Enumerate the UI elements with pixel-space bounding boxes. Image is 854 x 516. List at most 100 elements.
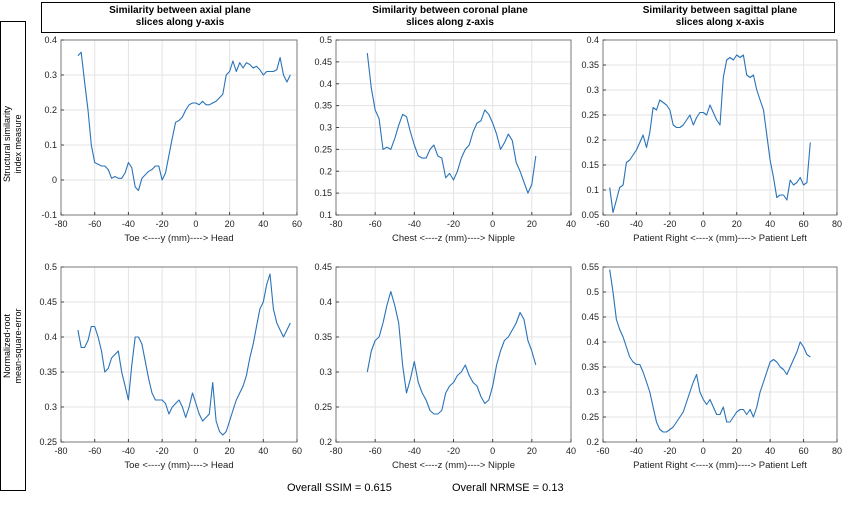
y-tick-label: 0.5 — [44, 262, 57, 272]
x-tick-label: -20 — [663, 219, 676, 229]
subplot-5: -80 -60 -40 -20 0 20 40 0.2 0.25 0.3 0.35 0.4 0.45 Ch… — [314, 262, 576, 471]
y-tick-label: 0.25 — [314, 402, 332, 412]
y-tick-label: 0.4 — [586, 337, 599, 347]
y-tick-label: 0.4 — [319, 297, 332, 307]
subplot-6: -60 -40 -20 0 20 40 60 80 0.2 0.25 0.3 0.35 0.4 0.45 0… — [581, 262, 842, 471]
x-tick-label: 0 — [193, 219, 198, 229]
x-tick-label: 80 — [832, 219, 842, 229]
subplot-2: -80 -60 -40 -20 0 20 40 0.1 0.15 0.2 0.25 0.3 0.35 0.… — [314, 35, 576, 244]
y-tick-label: 0.35 — [314, 332, 332, 342]
x-tick-label: -40 — [408, 446, 421, 456]
x-tick-label: 20 — [225, 446, 235, 456]
x-tick-label: 0 — [490, 219, 495, 229]
x-tick-label: -20 — [663, 446, 676, 456]
x-tick-label: -60 — [369, 219, 382, 229]
y-tick-label: 0.25 — [581, 412, 599, 422]
plot-frame — [602, 266, 838, 443]
y-tick-label: 0.2 — [319, 437, 332, 447]
x-tick-label: 40 — [765, 446, 775, 456]
x-tick-label: 20 — [527, 219, 537, 229]
x-tick-label: 0 — [490, 446, 495, 456]
y-tick-label: 0.15 — [314, 188, 332, 198]
x-tick-label: -40 — [122, 446, 135, 456]
x-tick-label: -20 — [156, 446, 169, 456]
y-tick-label: 0.45 — [39, 297, 57, 307]
x-tick-label: 0 — [193, 446, 198, 456]
row-label-bar — [0, 21, 26, 491]
x-tick-label: 0 — [701, 446, 706, 456]
y-tick-label: 0.4 — [44, 35, 57, 45]
subplot-3: -60 -40 -20 0 20 40 60 80 0.05 0.1 0.15 0.2 0.25 0.3 0… — [581, 35, 842, 244]
x-tick-label: 20 — [527, 446, 537, 456]
y-tick-label: 0.4 — [44, 332, 57, 342]
y-tick-label: 0.3 — [319, 123, 332, 133]
y-tick-label: 0.3 — [319, 367, 332, 377]
x-tick-label: -60 — [596, 446, 609, 456]
y-tick-label: 0.35 — [314, 101, 332, 111]
y-tick-label: 0.3 — [586, 85, 599, 95]
column-title-coronal: Similarity between coronal plane slices … — [372, 5, 528, 28]
x-tick-label: -60 — [596, 219, 609, 229]
x-tick-label: -80 — [54, 219, 67, 229]
y-tick-label: 0.15 — [581, 160, 599, 170]
column-title-axial: Similarity between axial plane slices al… — [109, 5, 251, 28]
x-axis-label: Chest <----z (mm)----> Nipple — [392, 233, 515, 244]
y-tick-label: 0.25 — [39, 437, 57, 447]
x-axis-label: Patient Right <----x (mm)----> Patient L… — [633, 460, 807, 471]
x-tick-label: 40 — [566, 446, 576, 456]
y-tick-label: 0.1 — [44, 140, 57, 150]
y-tick-label: 0.5 — [586, 287, 599, 297]
x-tick-label: 0 — [701, 219, 706, 229]
x-tick-label: 40 — [258, 219, 268, 229]
x-tick-label: -60 — [88, 446, 101, 456]
series-line — [366, 53, 537, 194]
series-line — [77, 51, 291, 192]
x-tick-label: 20 — [225, 219, 235, 229]
y-tick-label: 0.3 — [44, 70, 57, 80]
overall-nrmse: Overall NRMSE = 0.13 — [452, 482, 564, 494]
subplot-1: -80 -60 -40 -20 0 20 40 60 -0.1 0 0.1 0.2 0.3 0.4 Toe … — [41, 35, 302, 244]
x-tick-label: -40 — [630, 219, 643, 229]
plot-frame — [60, 39, 298, 216]
y-tick-label: 0.1 — [319, 210, 332, 220]
x-tick-label: -40 — [630, 446, 643, 456]
y-tick-label: 0.1 — [586, 185, 599, 195]
x-tick-label: 60 — [799, 219, 809, 229]
x-tick-label: -80 — [329, 219, 342, 229]
x-tick-label: 20 — [732, 446, 742, 456]
y-tick-label: 0.2 — [586, 135, 599, 145]
column-title-sagittal: Similarity between sagittal plane slices… — [642, 5, 798, 28]
y-tick-label: 0.5 — [319, 35, 332, 45]
series-line — [366, 290, 537, 415]
y-tick-label: 0.45 — [314, 262, 332, 272]
series-line — [609, 54, 811, 214]
y-tick-label: 0.2 — [319, 166, 332, 176]
y-tick-label: 0.55 — [581, 262, 599, 272]
y-tick-label: 0.35 — [581, 60, 599, 70]
x-tick-label: -80 — [54, 446, 67, 456]
x-tick-label: -80 — [329, 446, 342, 456]
x-tick-label: -20 — [447, 446, 460, 456]
overall-ssim: Overall SSIM = 0.615 — [287, 482, 392, 494]
y-tick-label: -0.1 — [41, 210, 57, 220]
x-tick-label: -40 — [408, 219, 421, 229]
x-tick-label: -20 — [447, 219, 460, 229]
x-tick-label: -40 — [122, 219, 135, 229]
y-tick-label: 0.3 — [44, 402, 57, 412]
x-tick-label: 20 — [732, 219, 742, 229]
y-tick-label: 0.2 — [586, 437, 599, 447]
x-axis-label: Chest <----z (mm)----> Nipple — [392, 460, 515, 471]
x-tick-label: 40 — [258, 446, 268, 456]
subplot-4: -80 -60 -40 -20 0 20 40 60 0.25 0.3 0.35 0.4 0.45 0.5… — [39, 262, 302, 471]
x-tick-label: 60 — [292, 446, 302, 456]
y-tick-label: 0 — [52, 175, 57, 185]
x-tick-label: 60 — [292, 219, 302, 229]
x-axis-label: Toe <----y (mm)----> Head — [124, 233, 233, 244]
y-tick-label: 0.2 — [44, 105, 57, 115]
x-tick-label: 80 — [832, 446, 842, 456]
y-tick-label: 0.3 — [586, 387, 599, 397]
series-line — [609, 269, 811, 433]
x-tick-label: -60 — [88, 219, 101, 229]
y-tick-label: 0.4 — [319, 79, 332, 89]
